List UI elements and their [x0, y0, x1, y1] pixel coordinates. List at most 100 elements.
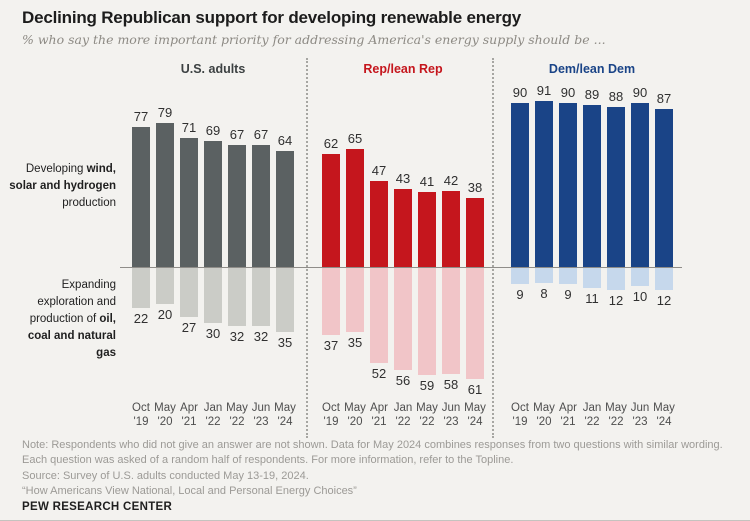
bar-top — [655, 109, 673, 267]
bar-top — [370, 181, 388, 267]
bar-top — [322, 154, 340, 267]
bar-top — [466, 198, 484, 267]
bar-value-label: 37 — [323, 338, 339, 353]
bar-value-label: 35 — [347, 335, 363, 350]
group-header: U.S. adults — [180, 62, 246, 76]
bar-value-label: 9 — [516, 287, 524, 302]
x-tick-year: '21 — [560, 416, 576, 428]
bar-value-label: 9 — [564, 287, 572, 302]
bar-bottom — [394, 268, 412, 370]
bar-value-label: 27 — [181, 320, 197, 335]
bar-bottom — [204, 268, 222, 323]
row-label-renewables-pre: Developing — [25, 163, 87, 175]
x-tick-year: '22 — [419, 416, 435, 428]
bar-top — [511, 103, 529, 267]
bar-value-label: 67 — [229, 127, 245, 142]
x-tick-month: May — [416, 402, 438, 414]
bar-value-label: 32 — [253, 329, 269, 344]
x-tick-month: Apr — [180, 402, 198, 414]
bar-bottom — [466, 268, 484, 379]
bar-value-label: 69 — [205, 123, 221, 138]
bar-top — [252, 145, 270, 267]
bar-value-label: 87 — [656, 91, 672, 106]
x-tick-year: '21 — [181, 416, 197, 428]
x-tick-month: Jun — [630, 402, 650, 414]
bar-value-label: 41 — [419, 174, 435, 189]
bar-value-label: 65 — [347, 131, 363, 146]
bar-top — [631, 103, 649, 267]
x-tick-year: '20 — [157, 416, 173, 428]
row-label-fossil-fuels: Expanding exploration and production of … — [8, 277, 116, 362]
x-tick-month: May — [154, 402, 176, 414]
x-tick-month: May — [653, 402, 675, 414]
x-tick-year: '20 — [536, 416, 552, 428]
zero-baseline — [120, 267, 682, 268]
bar-value-label: 11 — [585, 291, 599, 306]
bar-bottom — [607, 268, 625, 290]
source-text: Source: Survey of U.S. adults conducted … — [22, 469, 309, 482]
bar-top — [180, 138, 198, 267]
bar-top — [132, 127, 150, 267]
x-tick-year: '22 — [205, 416, 221, 428]
bar-bottom — [132, 268, 150, 308]
bar-bottom — [346, 268, 364, 332]
bar-top — [394, 189, 412, 267]
bar-bottom — [322, 268, 340, 335]
bar-bottom — [370, 268, 388, 363]
chart-subtitle: % who say the more important priority fo… — [22, 32, 606, 47]
x-tick-month: Jan — [203, 402, 223, 414]
bar-value-label: 42 — [443, 173, 459, 188]
x-tick-month: Oct — [322, 402, 340, 414]
x-tick-year: '24 — [467, 416, 483, 428]
bar-value-label: 89 — [584, 87, 600, 102]
bar-value-label: 20 — [157, 307, 173, 322]
bar-bottom — [252, 268, 270, 326]
bar-top — [607, 107, 625, 267]
row-label-fossil-pre: Expanding exploration and production of — [29, 279, 116, 325]
x-tick-month: Jun — [251, 402, 271, 414]
x-tick-year: '22 — [608, 416, 624, 428]
bar-value-label: 35 — [277, 335, 293, 350]
x-tick-month: May — [274, 402, 296, 414]
bar-top — [418, 192, 436, 267]
x-tick-year: '22 — [584, 416, 600, 428]
bar-value-label: 38 — [467, 180, 483, 195]
row-label-renewables-post: production — [62, 197, 116, 209]
x-tick-month: May — [344, 402, 366, 414]
bar-value-label: 12 — [608, 293, 624, 308]
x-tick-year: '19 — [323, 416, 339, 428]
bar-value-label: 58 — [443, 377, 459, 392]
bar-bottom — [228, 268, 246, 326]
bar-value-label: 67 — [253, 127, 269, 142]
bar-value-label: 22 — [133, 311, 149, 326]
group-header: Dem/lean Dem — [548, 62, 636, 76]
x-tick-year: '20 — [347, 416, 363, 428]
bar-value-label: 56 — [395, 373, 411, 388]
bar-bottom — [655, 268, 673, 290]
bar-value-label: 62 — [323, 136, 339, 151]
x-tick-month: May — [533, 402, 555, 414]
bar-bottom — [559, 268, 577, 284]
bar-bottom — [583, 268, 601, 288]
bar-bottom — [442, 268, 460, 374]
bar-value-label: 71 — [181, 120, 197, 135]
x-tick-month: Apr — [559, 402, 577, 414]
bar-value-label: 12 — [656, 293, 672, 308]
x-tick-month: Apr — [370, 402, 388, 414]
bar-value-label: 64 — [277, 133, 293, 148]
bar-top — [442, 191, 460, 267]
group-header: Rep/lean Rep — [363, 62, 443, 76]
bar-top — [559, 103, 577, 267]
row-label-renewables-bold: wind, solar and hydrogen — [9, 163, 116, 192]
bar-value-label: 32 — [229, 329, 245, 344]
x-tick-month: May — [605, 402, 627, 414]
note-text: Note: Respondents who did not give an an… — [22, 439, 723, 467]
group-divider — [492, 58, 494, 438]
x-tick-year: '19 — [133, 416, 149, 428]
bar-bottom — [535, 268, 553, 283]
bar-bottom — [276, 268, 294, 332]
bar-value-label: 10 — [632, 289, 648, 304]
x-tick-year: '21 — [371, 416, 387, 428]
bar-value-label: 8 — [540, 286, 548, 301]
